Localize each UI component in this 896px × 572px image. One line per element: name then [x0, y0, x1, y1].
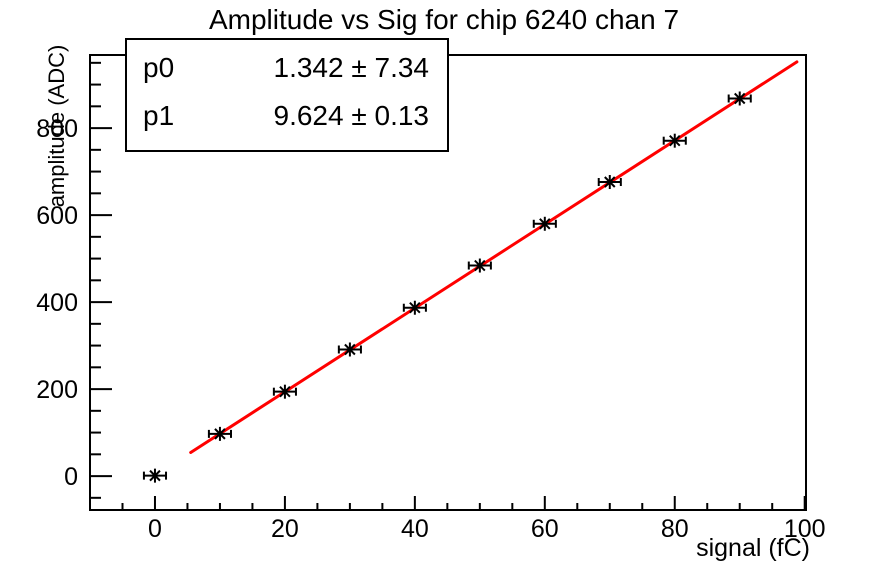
fit-line [189, 60, 799, 454]
y-tick-label: 600 [36, 202, 78, 230]
param-name: p1 [143, 100, 175, 131]
param-value: 1.342 ± 7.34 [273, 52, 430, 83]
data-point [532, 216, 557, 231]
x-tick-label: 0 [148, 515, 162, 543]
data-point [597, 175, 622, 190]
data-point [272, 384, 297, 399]
stats-row-p0: p0 1.342 ± 7.34 [143, 53, 429, 83]
x-tick-label: 80 [661, 515, 689, 543]
data-points [142, 91, 752, 483]
param-value: 9.624 ± 0.13 [273, 100, 430, 131]
param-name: p0 [143, 52, 175, 83]
data-point [662, 133, 687, 148]
x-tick-label: 100 [784, 515, 826, 543]
data-point [337, 342, 362, 357]
data-point [142, 468, 168, 483]
y-tick-label: 200 [36, 376, 78, 404]
data-point [207, 426, 232, 441]
chart-title: Amplitude vs Sig for chip 6240 chan 7 [208, 4, 680, 35]
y-axis-ticks [90, 61, 112, 499]
stats-row-p1: p1 9.624 ± 0.13 [143, 101, 429, 131]
data-point [467, 258, 492, 273]
y-axis-title: amplitude (ADC) [44, 44, 69, 208]
y-axis-labels: 0 200 400 600 800 [36, 115, 78, 491]
x-axis-ticks [121, 496, 806, 510]
data-point [402, 300, 427, 315]
x-tick-label: 20 [271, 515, 299, 543]
x-axis-title: signal (fC) [696, 534, 810, 562]
x-tick-label: 40 [401, 515, 429, 543]
x-tick-label: 60 [531, 515, 559, 543]
y-tick-label: 400 [36, 289, 78, 317]
x-axis-labels: 0 20 40 60 80 100 [148, 515, 826, 543]
data-point [727, 91, 752, 106]
y-tick-label: 800 [36, 115, 78, 143]
y-tick-label: 0 [64, 463, 78, 491]
fit-stats-box: p0 1.342 ± 7.34 p1 9.624 ± 0.13 [125, 38, 449, 152]
